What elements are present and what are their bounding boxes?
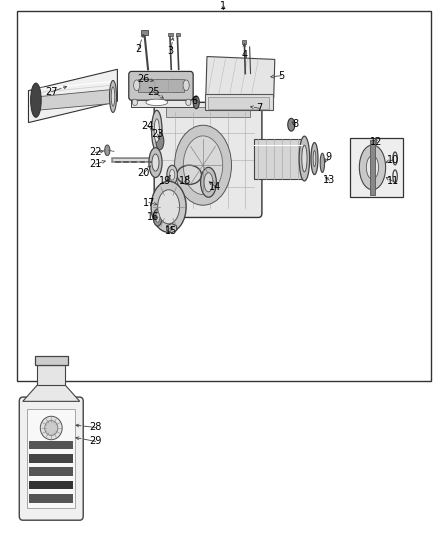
Ellipse shape — [31, 83, 41, 117]
Bar — [138, 79, 184, 92]
Text: 25: 25 — [147, 87, 159, 96]
Text: 16: 16 — [147, 213, 159, 222]
Text: 27: 27 — [46, 87, 58, 96]
Ellipse shape — [132, 99, 138, 106]
Ellipse shape — [302, 145, 307, 172]
Text: 5: 5 — [278, 71, 284, 80]
Bar — [208, 97, 269, 109]
Ellipse shape — [366, 156, 378, 179]
Ellipse shape — [155, 213, 160, 222]
Text: 3: 3 — [168, 46, 174, 55]
Ellipse shape — [40, 416, 62, 440]
Polygon shape — [167, 223, 177, 233]
Ellipse shape — [167, 165, 177, 184]
Bar — [29, 454, 73, 463]
Bar — [27, 409, 75, 508]
FancyBboxPatch shape — [254, 139, 302, 179]
Text: 26: 26 — [138, 74, 150, 84]
Bar — [35, 356, 67, 365]
Polygon shape — [131, 99, 193, 107]
Text: 6: 6 — [192, 96, 198, 106]
Ellipse shape — [201, 167, 216, 197]
Ellipse shape — [134, 80, 140, 91]
Text: 28: 28 — [89, 423, 102, 432]
Text: 13: 13 — [323, 175, 336, 185]
Text: 2: 2 — [135, 44, 141, 54]
Bar — [166, 107, 250, 117]
Ellipse shape — [299, 136, 310, 181]
Text: 8: 8 — [292, 119, 298, 129]
Bar — [205, 94, 273, 110]
Text: 20: 20 — [138, 168, 150, 178]
Ellipse shape — [152, 110, 162, 151]
Polygon shape — [28, 69, 117, 123]
Text: 11: 11 — [387, 176, 399, 186]
Text: 7: 7 — [256, 103, 262, 113]
Bar — [168, 33, 173, 36]
FancyBboxPatch shape — [129, 71, 193, 100]
Ellipse shape — [45, 421, 58, 435]
Ellipse shape — [288, 118, 295, 131]
Ellipse shape — [151, 181, 186, 232]
Ellipse shape — [110, 80, 117, 112]
Text: 29: 29 — [89, 437, 102, 446]
Ellipse shape — [183, 136, 223, 195]
Bar — [29, 467, 73, 476]
Bar — [141, 30, 148, 35]
Ellipse shape — [186, 99, 191, 106]
Text: 23: 23 — [152, 130, 164, 139]
Bar — [206, 56, 275, 98]
Text: 14: 14 — [209, 182, 222, 191]
Ellipse shape — [111, 87, 115, 106]
Text: 21: 21 — [89, 159, 102, 169]
Text: 22: 22 — [89, 148, 102, 157]
Text: 9: 9 — [325, 152, 332, 161]
Ellipse shape — [313, 150, 316, 166]
Ellipse shape — [204, 173, 213, 192]
Bar — [17, 11, 431, 381]
Bar — [242, 40, 246, 44]
Bar — [350, 138, 403, 197]
Polygon shape — [23, 385, 80, 401]
Ellipse shape — [359, 145, 385, 190]
Ellipse shape — [153, 209, 162, 226]
Text: 4: 4 — [241, 50, 247, 60]
Bar — [29, 494, 73, 503]
Ellipse shape — [183, 80, 189, 91]
Text: 18: 18 — [179, 176, 191, 186]
Ellipse shape — [320, 153, 325, 173]
Text: 15: 15 — [165, 226, 177, 236]
Ellipse shape — [170, 169, 175, 180]
Ellipse shape — [158, 190, 180, 224]
Ellipse shape — [152, 154, 159, 171]
Ellipse shape — [193, 96, 199, 109]
Ellipse shape — [156, 133, 164, 150]
Text: 10: 10 — [387, 155, 399, 165]
Bar — [370, 140, 374, 195]
Polygon shape — [35, 90, 113, 110]
Ellipse shape — [174, 125, 231, 205]
Bar — [29, 441, 73, 449]
FancyBboxPatch shape — [154, 102, 262, 217]
Text: 17: 17 — [143, 198, 155, 207]
Bar — [37, 365, 65, 385]
Bar — [176, 33, 180, 36]
Ellipse shape — [311, 142, 318, 175]
Text: 24: 24 — [141, 121, 153, 131]
Text: 12: 12 — [370, 138, 382, 147]
Text: 19: 19 — [159, 176, 172, 186]
Ellipse shape — [154, 119, 159, 142]
Text: 1: 1 — [220, 2, 226, 11]
FancyBboxPatch shape — [19, 397, 83, 520]
Ellipse shape — [146, 99, 168, 106]
Bar — [29, 481, 73, 489]
Ellipse shape — [105, 145, 110, 156]
Ellipse shape — [149, 148, 162, 177]
